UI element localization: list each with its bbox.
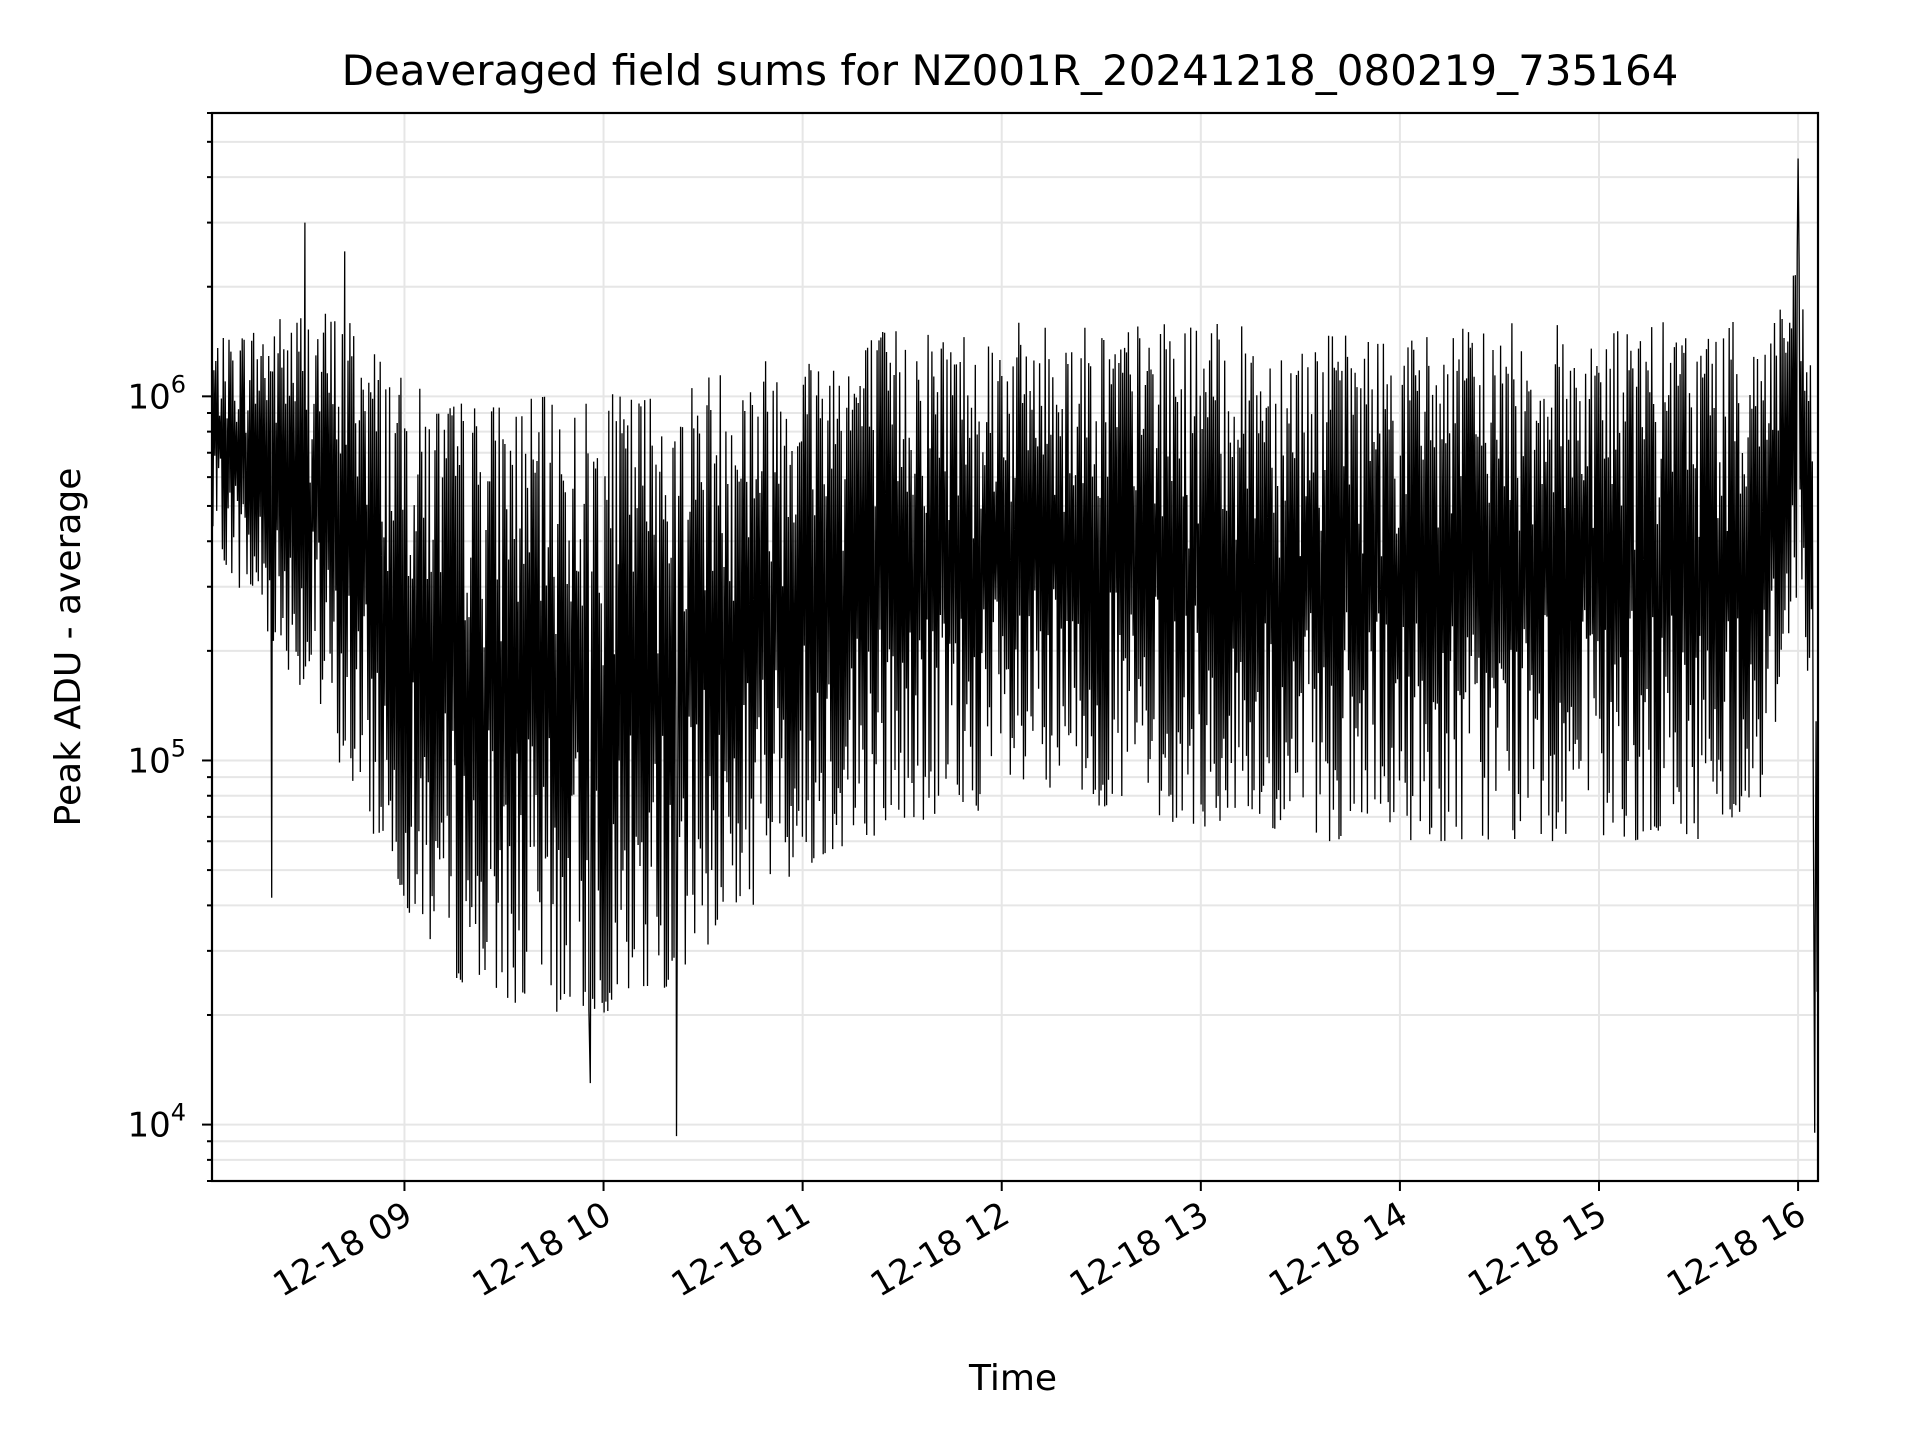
y-tick-label: 106 (127, 370, 186, 417)
data-series-layer (211, 158, 1819, 1137)
y-axis: 104 105 106 (127, 112, 212, 1182)
y-tick-label: 105 (127, 734, 186, 781)
y-tick-label: 104 (127, 1099, 186, 1146)
chart-title: Deaveraged field sums for NZ001R_2024121… (342, 46, 1679, 95)
y-axis-label: Peak ADU - average (48, 468, 89, 827)
x-axis-label: Time (968, 1358, 1057, 1399)
plot-frame (210, 111, 1820, 1183)
series-line (211, 158, 1819, 1137)
